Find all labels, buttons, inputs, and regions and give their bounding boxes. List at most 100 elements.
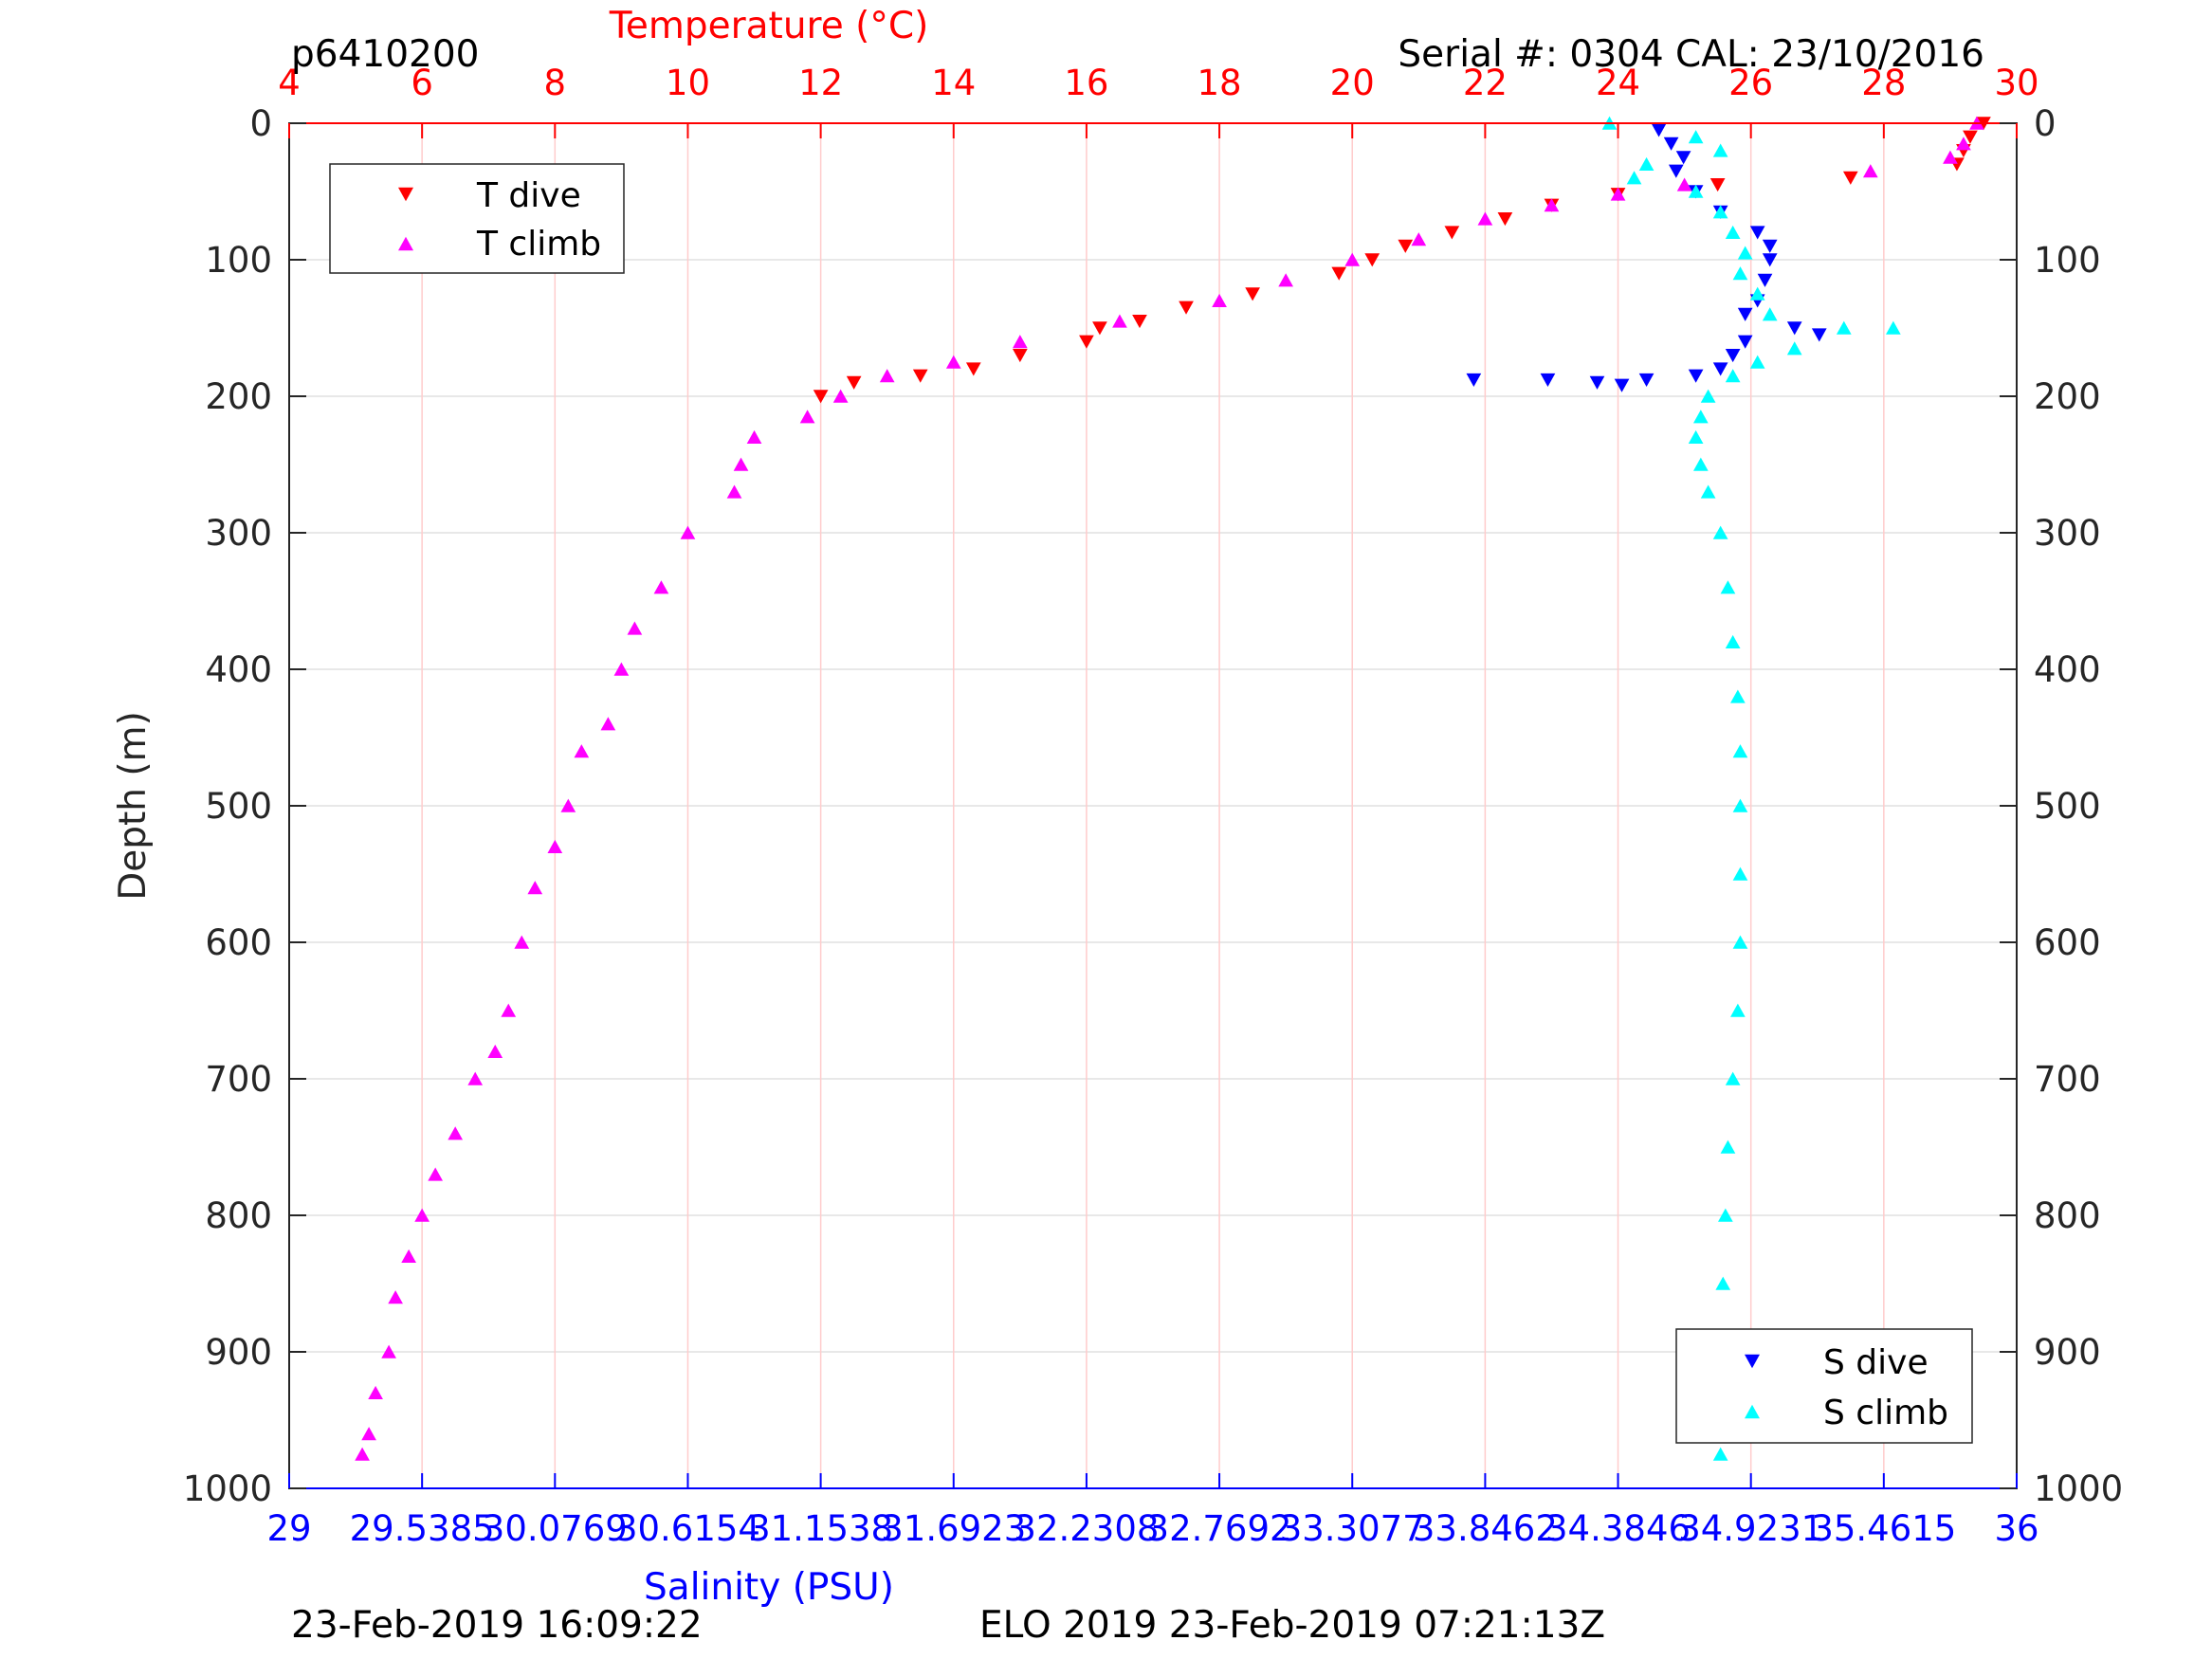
salinity-axis-label: Salinity (PSU) (644, 1566, 894, 1609)
t-climb-point (381, 1344, 396, 1358)
s-dive-point (1663, 137, 1679, 151)
s-dive-point (1725, 349, 1741, 363)
salinity-tick-label: 34.9231 (1678, 1508, 1823, 1549)
temperature-tick-label: 20 (1330, 63, 1375, 103)
t-dive-point (1013, 349, 1028, 363)
s-dive-point (1466, 373, 1482, 388)
s-climb-point (1886, 320, 1901, 335)
s-dive-point (1688, 369, 1704, 383)
salinity-tick-label: 30.0769 (483, 1508, 628, 1549)
footer-timestamp: 23-Feb-2019 16:09:22 (291, 1604, 703, 1647)
t-dive-point (1245, 287, 1260, 301)
depth-tick-label-right: 300 (2034, 513, 2101, 554)
depth-tick-label-left: 700 (205, 1059, 272, 1100)
t-climb-point (514, 935, 530, 949)
s-climb-point (1762, 307, 1778, 321)
t-dive-point (1179, 301, 1194, 315)
s-climb-point (1730, 689, 1746, 703)
legend-salinity-box (1675, 1328, 1973, 1444)
t-dive-point (1709, 178, 1726, 192)
s-climb-point (1732, 935, 1748, 949)
s-dive-point (1762, 253, 1778, 267)
legend-t-dive-marker (398, 187, 413, 202)
t-climb-point (726, 484, 742, 499)
t-dive-point (912, 369, 928, 383)
t-climb-point (527, 881, 543, 895)
depth-axis-label: Depth (m) (112, 711, 155, 901)
t-climb-point (388, 1290, 403, 1304)
t-climb-point (733, 457, 749, 471)
s-climb-point (1786, 341, 1802, 356)
s-climb-point (1712, 525, 1728, 539)
t-climb-point (832, 389, 849, 403)
legend-t-dive-label: T dive (476, 176, 581, 215)
t-climb-point (627, 621, 643, 635)
depth-tick-label-left: 400 (205, 649, 272, 690)
s-climb-point (1749, 286, 1765, 301)
s-climb-point (1730, 1003, 1746, 1017)
s-climb-point (1732, 266, 1748, 281)
temperature-tick-label: 26 (1728, 63, 1773, 103)
s-dive-point (1757, 273, 1773, 287)
t-dive-point (1842, 171, 1858, 185)
t-dive-point (1364, 253, 1380, 267)
t-climb-point (560, 798, 576, 812)
s-climb-point (1718, 1208, 1733, 1222)
temperature-tick-label: 24 (1596, 63, 1640, 103)
t-climb-point (1943, 150, 1958, 164)
depth-tick-label-left: 300 (205, 513, 272, 554)
depth-tick-label-right: 600 (2034, 922, 2101, 963)
legend-s-dive-label: S dive (1823, 1343, 1929, 1382)
salinity-tick-label: 31.6923 (881, 1508, 1026, 1549)
depth-tick-label-right: 200 (2034, 376, 2101, 417)
s-climb-point (1737, 246, 1753, 260)
temperature-tick-label: 28 (1861, 63, 1906, 103)
s-dive-point (1638, 373, 1654, 388)
t-dive-point (965, 362, 981, 376)
s-climb-point (1638, 156, 1654, 171)
s-dive-point (1540, 373, 1556, 388)
salinity-tick-label: 36 (1994, 1508, 2038, 1549)
s-climb-point (1732, 798, 1748, 812)
t-climb-point (799, 410, 815, 424)
s-climb-point (1720, 1139, 1736, 1154)
profile-id: p6410200 (291, 33, 479, 76)
t-climb-point (501, 1003, 517, 1017)
s-dive-point (1675, 151, 1691, 165)
t-climb-point (547, 839, 563, 853)
s-climb-point (1712, 205, 1728, 219)
s-dive-point (1668, 164, 1684, 178)
t-climb-point (1013, 335, 1028, 349)
temperature-tick-label: 8 (544, 63, 567, 103)
t-climb-point (361, 1427, 376, 1441)
s-climb-point (1712, 143, 1728, 157)
legend-t-climb-marker (398, 236, 413, 251)
legend-s-climb-marker (1745, 1404, 1760, 1419)
t-climb-point (467, 1071, 484, 1085)
depth-tick-label-right: 500 (2034, 786, 2101, 827)
legend-temperature-box (329, 163, 625, 274)
s-climb-point (1836, 320, 1852, 335)
t-climb-point (414, 1208, 430, 1222)
t-climb-point (1477, 211, 1493, 226)
s-climb-point (1700, 484, 1716, 499)
t-dive-point (813, 390, 829, 404)
salinity-tick-label: 33.8462 (1413, 1508, 1558, 1549)
temperature-tick-label: 18 (1197, 63, 1242, 103)
t-climb-point (401, 1249, 416, 1263)
s-dive-point (1589, 375, 1605, 390)
series-t-climb (355, 116, 1984, 1461)
temperature-tick-label: 4 (278, 63, 301, 103)
t-climb-point (945, 355, 961, 369)
s-climb-point (1715, 1276, 1731, 1290)
depth-tick-label-right: 400 (2034, 649, 2101, 690)
legend-t-climb-label: T climb (476, 225, 601, 264)
s-dive-point (1737, 307, 1753, 321)
temperature-tick-label: 6 (411, 63, 433, 103)
serial-cal-info: Serial #: 0304 CAL: 23/10/2016 (1398, 33, 1984, 76)
t-climb-point (1956, 137, 1971, 151)
t-dive-point (846, 375, 862, 390)
depth-tick-label-left: 600 (205, 922, 272, 963)
temperature-tick-label: 12 (798, 63, 843, 103)
